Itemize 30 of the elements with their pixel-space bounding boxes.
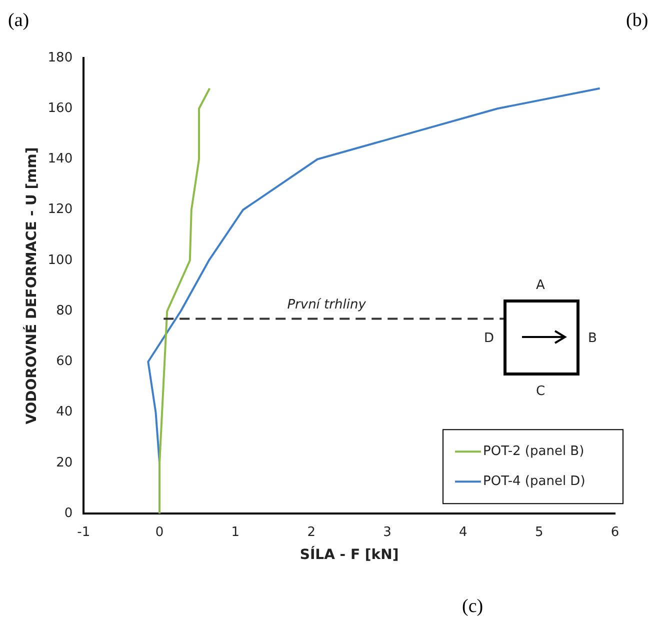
y-tick-label: 0 xyxy=(64,506,73,521)
ref-line-label: První trhliny xyxy=(287,298,366,313)
x-tick-label: 0 xyxy=(155,524,164,540)
y-tick-label: 80 xyxy=(56,303,73,318)
y-tick-label: 140 xyxy=(48,152,73,167)
text: (c) xyxy=(462,596,484,618)
y-tick-label: 60 xyxy=(56,354,73,370)
text: (b) xyxy=(626,10,648,32)
y-tick-label: 40 xyxy=(56,404,73,420)
legend-label: POT-2 (panel B) xyxy=(483,444,584,459)
x-tick-label: 6 xyxy=(610,524,620,540)
y-tick-label: 180 xyxy=(48,50,73,66)
x-tick-label: 1 xyxy=(231,524,240,540)
x-tick-label: 4 xyxy=(459,524,468,540)
y-axis-title: VODOROVNÉ DEFORMACE - U [mm] xyxy=(23,147,40,424)
annotation: D xyxy=(484,331,494,346)
x-axis-title: SÍLA - F [kN] xyxy=(300,546,399,564)
y-tick-label: 160 xyxy=(48,100,73,116)
x-tick-label: -1 xyxy=(77,524,90,540)
y-tick-label: 120 xyxy=(48,202,73,218)
annotation: A xyxy=(536,278,545,293)
annotation: C xyxy=(536,384,546,399)
text: (a) xyxy=(8,10,30,32)
y-tick-label: 20 xyxy=(56,455,73,470)
x-tick-label: 3 xyxy=(383,524,392,540)
x-tick-label: 5 xyxy=(534,524,544,540)
annotation: B xyxy=(588,331,597,346)
x-tick-label: 2 xyxy=(307,524,316,540)
y-tick-label: 100 xyxy=(48,252,73,268)
legend-label: POT-4 (panel D) xyxy=(483,474,586,489)
